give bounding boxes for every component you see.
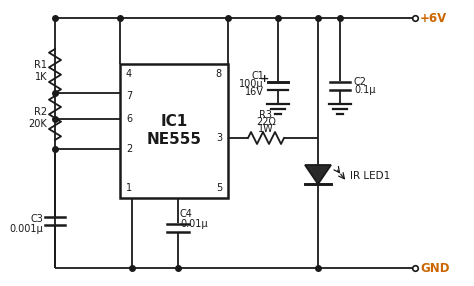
Text: 1W: 1W xyxy=(258,124,274,134)
Text: R2: R2 xyxy=(34,107,47,117)
Text: C4: C4 xyxy=(180,209,193,219)
Text: GND: GND xyxy=(420,261,449,275)
Text: 4: 4 xyxy=(126,69,132,79)
Text: R1: R1 xyxy=(34,60,47,70)
Text: C2: C2 xyxy=(354,77,367,87)
Text: C3: C3 xyxy=(30,214,43,224)
Text: IR LED1: IR LED1 xyxy=(350,171,390,181)
Text: 7: 7 xyxy=(126,91,132,101)
Text: R3: R3 xyxy=(259,110,273,120)
Text: 16V: 16V xyxy=(245,87,264,97)
Text: +: + xyxy=(260,74,270,84)
Bar xyxy=(120,64,228,198)
Text: 8: 8 xyxy=(216,69,222,79)
Text: 5: 5 xyxy=(216,183,222,193)
Text: 100μ: 100μ xyxy=(239,79,264,89)
Text: 1K: 1K xyxy=(35,72,47,82)
Text: 20K: 20K xyxy=(28,119,47,129)
Text: 2: 2 xyxy=(126,144,132,154)
Text: 6: 6 xyxy=(126,114,132,124)
Text: C1: C1 xyxy=(251,71,264,81)
Text: IC1: IC1 xyxy=(160,114,188,128)
Text: 0.01μ: 0.01μ xyxy=(180,219,208,229)
Text: 3: 3 xyxy=(216,133,222,143)
Text: +6V: +6V xyxy=(420,11,447,25)
Text: 0.1μ: 0.1μ xyxy=(354,85,375,95)
Text: 22Ω: 22Ω xyxy=(256,117,276,127)
Text: 0.001μ: 0.001μ xyxy=(9,224,43,234)
Text: 1: 1 xyxy=(126,183,132,193)
Polygon shape xyxy=(305,165,331,184)
Text: NE555: NE555 xyxy=(146,132,201,146)
